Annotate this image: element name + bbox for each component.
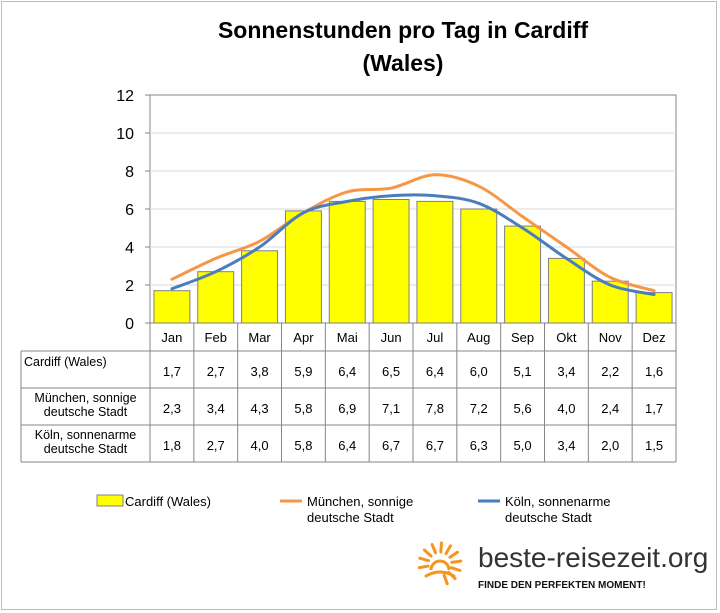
table-cell: 2,7 <box>207 438 225 453</box>
y-tick-label: 8 <box>125 164 134 181</box>
series-line-koeln <box>170 193 656 296</box>
brand-slogan: FINDE DEN PERFEKTEN MOMENT! <box>478 580 646 591</box>
legend-label: München, sonnige <box>307 494 413 509</box>
table-cell: 6,4 <box>338 364 356 379</box>
category-label-jun: Jun <box>381 330 402 345</box>
table-cell: 5,0 <box>514 438 532 453</box>
table-row-label: deutsche Stadt <box>44 442 128 456</box>
table-cell: 5,6 <box>514 401 532 416</box>
table-cell: 4,3 <box>251 401 269 416</box>
table-cell: 3,4 <box>207 401 225 416</box>
table-cell: 1,7 <box>163 364 181 379</box>
table-cell: 5,8 <box>294 401 312 416</box>
bar-feb <box>197 271 235 324</box>
bar-jan <box>153 290 191 324</box>
table-cell: 5,9 <box>294 364 312 379</box>
table-cell: 6,5 <box>382 364 400 379</box>
table-cell: 5,1 <box>514 364 532 379</box>
table-cell: 4,0 <box>251 438 269 453</box>
table-row-label: deutsche Stadt <box>44 405 128 419</box>
table-cell: 3,4 <box>557 364 575 379</box>
bar-mai <box>328 200 366 324</box>
chart-title-line-2: (Wales) <box>363 50 444 76</box>
table-row-label: München, sonnige <box>34 391 136 405</box>
chart-title-line-1: Sonnenstunden pro Tag in Cardiff <box>218 17 588 43</box>
y-tick-label: 10 <box>116 126 134 143</box>
table-cell: 6,9 <box>338 401 356 416</box>
table-cell: 6,0 <box>470 364 488 379</box>
table-cell: 7,2 <box>470 401 488 416</box>
category-label-dez: Dez <box>643 330 666 345</box>
category-label-mai: Mai <box>337 330 358 345</box>
category-label-apr: Apr <box>293 330 314 345</box>
y-tick-label: 6 <box>125 202 134 219</box>
category-label-aug: Aug <box>467 330 490 345</box>
bar-jun <box>372 199 410 324</box>
table-cell: 2,3 <box>163 401 181 416</box>
table-cell: 6,4 <box>338 438 356 453</box>
bar-apr <box>284 210 322 324</box>
table-cell: 6,3 <box>470 438 488 453</box>
y-tick-label: 4 <box>125 240 134 257</box>
sun-icon <box>417 541 463 586</box>
series-line-muenchen <box>170 173 656 293</box>
table-cell: 1,6 <box>645 364 663 379</box>
table-cell: 1,5 <box>645 438 663 453</box>
y-tick-label: 12 <box>116 88 134 105</box>
table-cell: 6,4 <box>426 364 444 379</box>
category-label-feb: Feb <box>205 330 227 345</box>
table-row-label: Cardiff (Wales) <box>24 355 107 369</box>
table-cell: 3,4 <box>557 438 575 453</box>
table-cell: 2,4 <box>601 401 619 416</box>
table-cell: 4,0 <box>557 401 575 416</box>
legend-label: deutsche Stadt <box>505 510 592 525</box>
table-cell: 2,0 <box>601 438 619 453</box>
table-cell: 2,2 <box>601 364 619 379</box>
category-label-nov: Nov <box>599 330 623 345</box>
table-cell: 6,7 <box>426 438 444 453</box>
y-tick-label: 0 <box>125 316 134 333</box>
table-cell: 1,7 <box>645 401 663 416</box>
table-cell: 7,8 <box>426 401 444 416</box>
table-cell: 2,7 <box>207 364 225 379</box>
category-label-sep: Sep <box>511 330 534 345</box>
legend-label: Köln, sonnenarme <box>505 494 611 509</box>
legend-swatch-cardiff <box>96 494 124 507</box>
bar-jul <box>416 200 454 324</box>
legend-label: Cardiff (Wales) <box>125 494 211 509</box>
category-label-jul: Jul <box>427 330 444 345</box>
brand-site-name: beste-reisezeit.org <box>478 542 708 573</box>
table-row-label: Köln, sonnenarme <box>35 428 137 442</box>
category-label-jan: Jan <box>161 330 182 345</box>
table-cell: 3,8 <box>251 364 269 379</box>
category-label-mar: Mar <box>248 330 271 345</box>
legend-label: deutsche Stadt <box>307 510 394 525</box>
table-cell: 1,8 <box>163 438 181 453</box>
table-cell: 6,7 <box>382 438 400 453</box>
table-cell: 5,8 <box>294 438 312 453</box>
bar-mar <box>241 250 279 324</box>
table-cell: 7,1 <box>382 401 400 416</box>
y-tick-label: 2 <box>125 278 134 295</box>
category-label-okt: Okt <box>556 330 577 345</box>
bar-aug <box>460 208 498 324</box>
bar-dez <box>635 292 673 324</box>
bar-sep <box>504 225 542 324</box>
